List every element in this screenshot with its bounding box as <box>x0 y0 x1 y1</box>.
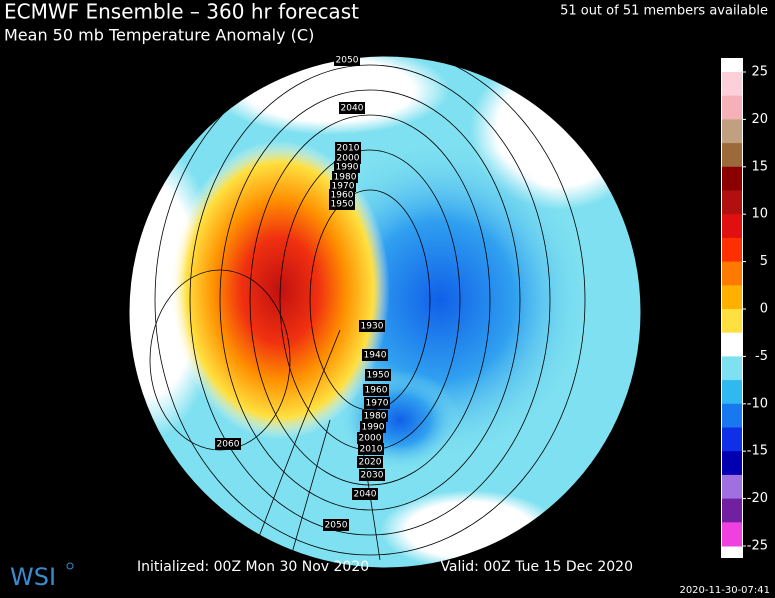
colorbar-tick-label: 0 <box>760 302 768 317</box>
contour-label: 1950 <box>331 200 354 210</box>
contour-label-box <box>357 432 383 444</box>
subtitle: Mean 50 mb Temperature Anomaly (C) <box>4 26 314 45</box>
contour-label-box <box>323 519 349 531</box>
contour-label-box <box>360 421 386 433</box>
contour-label-box <box>365 369 391 381</box>
title: ECMWF Ensemble – 360 hr forecast <box>4 0 359 24</box>
colorbar-segment <box>722 166 742 191</box>
colorbar-segment <box>722 380 742 405</box>
colorbar-segment <box>722 261 742 286</box>
colorbar-segment <box>722 522 742 547</box>
contour-label: 1990 <box>336 163 359 173</box>
contour-label-box <box>357 456 383 468</box>
colorbar-segment <box>722 451 742 476</box>
contour-label-box <box>339 102 365 114</box>
members-note: 51 out of 51 members available <box>560 4 768 19</box>
initialized: Initialized: 00Z Mon 30 Nov 2020 <box>137 559 369 575</box>
contour-label: 2020 <box>359 458 382 468</box>
colorbar-tick-label: -10 <box>747 396 768 411</box>
contour-label: 2040 <box>341 104 364 114</box>
contour-label: 1960 <box>331 191 354 201</box>
contour-label: 2030 <box>361 471 384 481</box>
timestamp: 2020-11-30-07:41 <box>679 585 770 596</box>
contour-label-box <box>358 443 384 455</box>
contour-label-box <box>329 198 355 210</box>
colorbar-segment <box>722 498 742 523</box>
contour-label: 2050 <box>325 521 348 531</box>
logo-mark <box>66 562 74 570</box>
colorbar-segment <box>722 427 742 452</box>
colorbar-segment <box>722 214 742 239</box>
colorbar-tick-label: 15 <box>751 159 768 174</box>
contour-label-box <box>352 488 378 500</box>
contour-label: 1980 <box>364 412 387 422</box>
contour-label: 1970 <box>332 182 355 192</box>
contour-label: 2010 <box>360 445 383 455</box>
colorbar-tick-label: -20 <box>747 491 768 506</box>
colorbar-tick-label: -15 <box>747 444 768 459</box>
colorbar-segment <box>722 237 742 263</box>
colorbar-segment <box>722 309 742 334</box>
colorbar-segment <box>722 403 742 428</box>
contour-label: 1950 <box>367 371 390 381</box>
contour-label: 2050 <box>336 56 359 66</box>
contour-label: 2010 <box>337 144 360 154</box>
colorbar-tick-label: 10 <box>751 207 768 222</box>
contour-label: 2040 <box>354 490 377 500</box>
contour-label: 1970 <box>366 399 389 409</box>
contour-label: 1930 <box>361 322 384 332</box>
contour-label: 1940 <box>364 351 387 361</box>
contour-labels: 2050204020102000199019801970196019501930… <box>215 54 391 531</box>
colorbar: 25 20 15 10 5 0 -5 -10 -15 -20 -25 <box>721 58 768 558</box>
colorbar-tick-label: 25 <box>751 65 768 80</box>
contour-label: 1960 <box>365 386 388 396</box>
colorbar-segment <box>722 356 742 381</box>
colorbar-segment <box>722 72 742 97</box>
logo: WSI <box>10 563 56 591</box>
colorbar-segment <box>722 190 742 215</box>
contour-label: 2000 <box>359 434 382 444</box>
contour-label-box <box>364 397 390 409</box>
colorbar-segment <box>722 285 742 310</box>
colorbar-segment <box>722 332 742 357</box>
colorbar-segment <box>722 95 742 120</box>
colorbar-tick-label: -25 <box>747 539 768 554</box>
contour-label: 1990 <box>362 423 385 433</box>
colorbar-tick-label: 5 <box>760 254 768 269</box>
contour-label: 1980 <box>334 173 357 183</box>
colorbar-segment <box>722 474 742 500</box>
contour-label-box <box>363 384 389 396</box>
colorbar-segment <box>722 143 742 168</box>
contour-label: 2060 <box>217 440 240 450</box>
colorbar-tick-label: 20 <box>751 112 768 127</box>
contour-label-box <box>359 320 385 332</box>
contour-label-box <box>334 54 360 66</box>
contour-label-box <box>215 438 241 450</box>
colorbar-segment <box>722 119 742 144</box>
contour-label-box <box>359 469 385 481</box>
globe-edge <box>128 55 642 569</box>
contour-label-box <box>362 410 388 422</box>
contour-label-box <box>335 142 361 154</box>
contour-label: 2000 <box>337 154 360 164</box>
contour-label-box <box>362 349 388 361</box>
contour-label-box <box>334 161 360 173</box>
valid: Valid: 00Z Tue 15 Dec 2020 <box>440 559 633 575</box>
colorbar-tick-label: -5 <box>755 349 768 364</box>
